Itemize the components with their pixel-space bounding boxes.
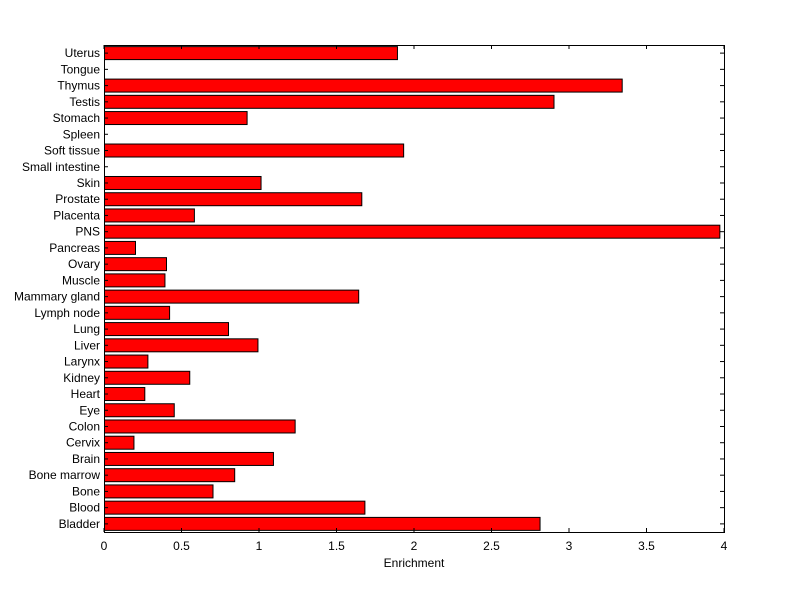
- bar-lung: [104, 322, 229, 337]
- y-tick-label: Lymph node: [34, 306, 100, 320]
- bar-bladder: [104, 516, 541, 531]
- y-tick-label: Ovary: [68, 257, 100, 271]
- bars-group: [104, 46, 721, 531]
- x-tick-label: 3.5: [638, 539, 655, 553]
- y-tick-label: Tongue: [61, 62, 101, 76]
- y-tick-label: Kidney: [63, 371, 100, 385]
- y-tick-label: Blood: [69, 501, 100, 515]
- y-tick-label: Testis: [69, 95, 100, 109]
- x-tick-label: 1.5: [328, 539, 345, 553]
- bar-stomach: [104, 111, 248, 126]
- bar-heart: [104, 387, 146, 402]
- bar-cervix: [104, 435, 135, 450]
- bar-blood: [104, 500, 366, 515]
- bar-prostate: [104, 192, 363, 207]
- bar-uterus: [104, 46, 398, 61]
- x-tick-label: 4: [721, 539, 728, 553]
- y-tick-label: Thymus: [57, 79, 100, 93]
- x-tick-label: 2: [411, 539, 418, 553]
- x-tick-label: 3: [566, 539, 573, 553]
- bar-eye: [104, 403, 175, 418]
- bar-skin: [104, 175, 262, 190]
- y-tick-label: Muscle: [62, 273, 100, 287]
- y-tick-label: Spleen: [63, 127, 100, 141]
- y-tick-label: Heart: [71, 387, 101, 401]
- x-tick-label: 1: [256, 539, 263, 553]
- y-tick-label: Bone: [72, 484, 100, 498]
- bar-pancreas: [104, 240, 136, 255]
- y-tick-label: Colon: [69, 419, 100, 433]
- y-tick-label: Uterus: [65, 46, 100, 60]
- bar-bone: [104, 484, 214, 499]
- y-tick-label: Eye: [79, 403, 100, 417]
- bar-muscle: [104, 273, 166, 288]
- y-tick-label: Mammary gland: [14, 290, 100, 304]
- bar-ovary: [104, 257, 167, 272]
- y-tick-label: Bladder: [59, 517, 100, 531]
- y-tick-label: Brain: [72, 452, 100, 466]
- x-tick-label: 0.5: [173, 539, 190, 553]
- y-tick-label: Bone marrow: [29, 468, 101, 482]
- bar-brain: [104, 451, 274, 466]
- x-tick-label: 0: [101, 539, 108, 553]
- bar-testis: [104, 94, 555, 109]
- bar-larynx: [104, 354, 149, 369]
- bar-mammary-gland: [104, 289, 360, 304]
- bar-lymph-node: [104, 305, 171, 320]
- y-tick-label: PNS: [75, 225, 100, 239]
- bar-placenta: [104, 208, 195, 223]
- y-tick-label: Small intestine: [22, 160, 100, 174]
- y-tick-label: Stomach: [53, 111, 100, 125]
- x-axis-label: Enrichment: [384, 556, 445, 570]
- y-tick-label: Placenta: [53, 208, 100, 222]
- bar-kidney: [104, 370, 191, 385]
- y-tick-label: Lung: [73, 322, 100, 336]
- labels-group: Uterus Tongue Thymus Testis Stomach Spleen Sof…: [14, 46, 728, 553]
- bar-pns: [104, 224, 721, 239]
- bar-bone-marrow: [104, 468, 236, 483]
- bar-liver: [104, 338, 259, 353]
- y-tick-label: Prostate: [55, 192, 100, 206]
- ticks-group: [103, 45, 725, 532]
- bar-thymus: [104, 78, 623, 93]
- y-tick-label: Larynx: [64, 355, 100, 369]
- bar-colon: [104, 419, 296, 434]
- bar-soft-tissue: [104, 143, 405, 158]
- y-tick-label: Soft tissue: [44, 144, 100, 158]
- y-tick-label: Skin: [77, 176, 100, 190]
- x-tick-label: 2.5: [483, 539, 500, 553]
- y-tick-label: Pancreas: [49, 241, 100, 255]
- y-tick-label: Cervix: [66, 436, 100, 450]
- y-tick-label: Liver: [74, 338, 100, 352]
